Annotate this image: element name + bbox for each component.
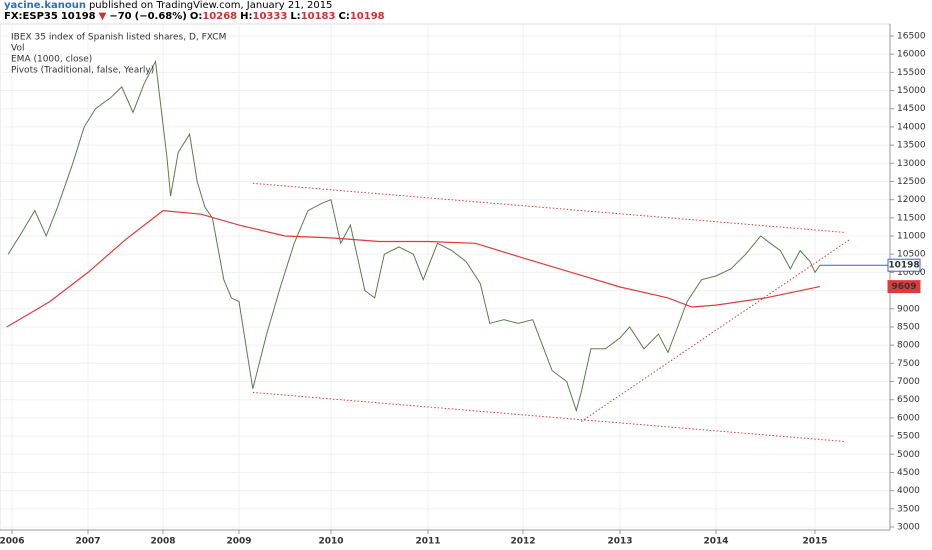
- series-line: [7, 59, 821, 413]
- ohlc: O:10268 H:10333 L:10183 C:10198: [190, 11, 388, 22]
- y-tick-label: 3500: [897, 504, 920, 514]
- y-tick-label: 16500: [897, 32, 926, 42]
- change-pct: (−0.68%): [134, 11, 187, 22]
- y-tick-label: 10000: [897, 268, 926, 278]
- x-tick-label: 2011: [415, 537, 440, 547]
- series-line: [6, 209, 821, 328]
- y-tick-label: 9000: [897, 304, 920, 314]
- y-tick-label: 6500: [897, 395, 920, 405]
- ohlc-key: C:: [338, 11, 350, 22]
- price-label: 9609: [891, 282, 916, 292]
- y-tick-label: 15500: [897, 68, 926, 78]
- price-label-box: [887, 280, 921, 294]
- legend-entry: Vol: [11, 44, 24, 54]
- symbol: FX:ESP35: [4, 11, 58, 22]
- y-tick-label: 5500: [897, 432, 920, 442]
- ohlc-value: 10198: [349, 11, 385, 22]
- ohlc-key: O:: [189, 11, 203, 22]
- y-tick-label: 11500: [897, 213, 926, 223]
- y-tick-label: 3000: [897, 523, 920, 533]
- byline: yacine.kanoun published on TradingView.co…: [4, 0, 391, 11]
- ohlc-value: 10183: [300, 11, 336, 22]
- legend-entry: IBEX 35 index of Spanish listed shares, …: [11, 33, 226, 43]
- y-tick-label: 11000: [897, 232, 926, 242]
- y-tick-label: 15000: [897, 86, 926, 96]
- y-tick-label: 14000: [897, 122, 926, 132]
- y-tick-label: 7000: [897, 377, 920, 387]
- y-tick-label: 7500: [897, 359, 920, 369]
- trend-line: [580, 239, 850, 422]
- x-tick-label: 2015: [802, 537, 827, 547]
- quote: FX:ESP35 10198 ▼ −70 (−0.68%) O:10268 H:10333 L…: [4, 11, 391, 22]
- legend-entry: EMA (1000, close): [11, 55, 92, 65]
- y-tick-label: 4500: [897, 468, 920, 478]
- y-tick-label: 13000: [897, 159, 926, 169]
- y-tick-label: 5000: [897, 450, 920, 460]
- change: −70: [109, 11, 132, 22]
- price-label-box: [887, 258, 921, 272]
- x-tick-label: 2014: [703, 537, 728, 547]
- y-tick-label: 10500: [897, 250, 926, 260]
- ohlc-key: L:: [290, 11, 301, 22]
- x-tick-label: 2008: [150, 537, 175, 547]
- y-tick-label: 12000: [897, 195, 926, 205]
- author[interactable]: yacine.kanoun: [4, 0, 86, 11]
- y-tick-label: 8000: [897, 341, 920, 351]
- header: yacine.kanoun published on TradingView.co…: [4, 0, 391, 22]
- trend-line: [252, 182, 845, 233]
- x-tick-label: 2010: [318, 537, 343, 547]
- y-tick-label: 13500: [897, 141, 926, 151]
- x-tick-label: 2006: [0, 537, 25, 547]
- y-tick-label: 8500: [897, 322, 920, 332]
- x-tick-label: 2009: [226, 537, 251, 547]
- published: published on TradingView.com, January 21…: [88, 0, 333, 11]
- trend-line: [252, 391, 845, 443]
- last: 10198: [60, 11, 96, 22]
- y-tick-label: 16000: [897, 50, 926, 60]
- y-tick-label: 12500: [897, 177, 926, 187]
- legend-entry: Pivots (Traditional, false, Yearly): [11, 66, 154, 76]
- x-tick-label: 2007: [75, 537, 100, 547]
- ohlc-value: 10268: [202, 11, 238, 22]
- x-tick-label: 2013: [607, 537, 632, 547]
- price-label: 10198: [888, 261, 919, 271]
- arrow: ▼: [98, 11, 107, 22]
- y-tick-label: 14500: [897, 104, 926, 114]
- x-tick-label: 2012: [510, 537, 535, 547]
- y-tick-label: 4000: [897, 486, 920, 496]
- ohlc-key: H:: [240, 11, 253, 22]
- ohlc-value: 10333: [252, 11, 288, 22]
- y-tick-label: 6000: [897, 413, 920, 423]
